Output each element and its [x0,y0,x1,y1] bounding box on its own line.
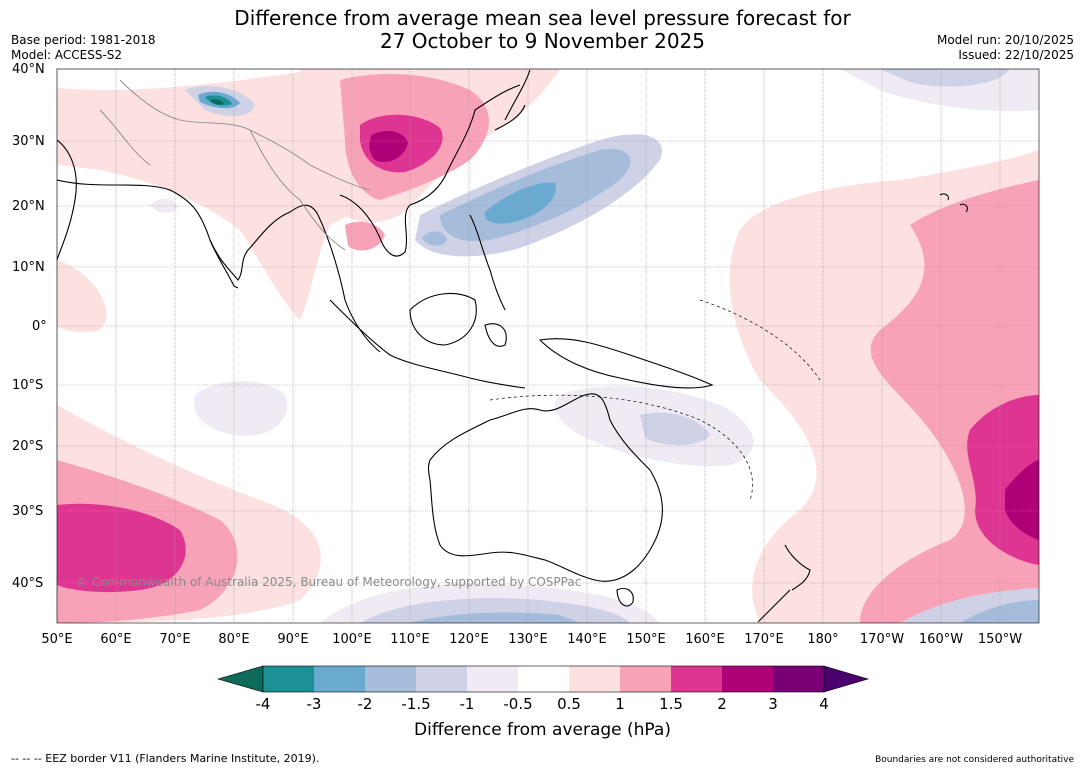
country-borders [99,79,371,251]
colorbar-tick-label: 1 [615,695,625,713]
lon-label: 70°E [159,632,191,647]
lat-label: 0° [32,319,47,334]
lat-label: 40°S [12,576,44,591]
map-frame [56,68,1040,624]
colorbar-swatch [620,666,671,692]
anomaly-shading [57,69,1039,623]
map-title-line1: Difference from average mean sea level p… [234,6,851,30]
lon-label: 170°E [744,632,784,647]
lon-label: 90°E [277,632,309,647]
meta-right: Model run: 20/10/2025 Issued: 22/10/2025 [937,33,1074,63]
boundary-disclaimer: Boundaries are not considered authoritat… [875,755,1074,765]
colorbar-tick-label: -1.5 [401,695,431,713]
lat-label: 30°N [12,134,45,149]
colorbar-swatch [518,666,569,692]
colorbar-swatch [314,666,365,692]
colorbar [216,665,870,693]
colorbar-tick-label: -0.5 [503,695,533,713]
colorbar-swatch [416,666,467,692]
lon-label: 60°E [100,632,132,647]
colorbar-tick-label: 1.5 [659,695,683,713]
lon-label: 150°E [626,632,666,647]
colorbar-tick-label: 2 [717,695,727,713]
colorbar-swatch [722,666,773,692]
lat-label: 10°S [12,378,44,393]
lon-label: 160°W [918,632,964,647]
colorbar-tick-label: -3 [306,695,322,713]
colorbar-title: Difference from average (hPa) [414,720,671,740]
colorbar-swatch [263,666,314,692]
lon-label: 110°E [390,632,430,647]
meta-left: Base period: 1981-2018 Model: ACCESS-S2 [11,33,156,63]
colorbar-tick-label: -2 [357,695,373,713]
base-period: Base period: 1981-2018 [11,33,156,47]
coastlines [57,69,968,623]
colorbar-swatch [365,666,416,692]
lon-label: 140°E [567,632,607,647]
lat-label: 20°N [12,199,45,214]
lon-label: 80°E [218,632,250,647]
colorbar-tick-label: 0.5 [557,695,581,713]
colorbar-tick-label: -1 [459,695,475,713]
issued-date: Issued: 22/10/2025 [958,48,1074,62]
eez-borders [489,299,821,501]
lon-label: 150°W [977,632,1023,647]
colorbar-swatch [467,666,518,692]
lat-label: 10°N [12,260,45,275]
lon-label: 170°W [859,632,905,647]
eez-legend: -- -- -- EEZ border V11 (Flanders Marine… [11,752,320,765]
copyright-notice: © Commonwealth of Australia 2025, Bureau… [76,575,582,589]
colorbar-swatch [671,666,722,692]
colorbar-tick-label: 4 [819,695,829,713]
lon-label: 160°E [685,632,725,647]
colorbar-swatch [569,666,620,692]
lon-label: 120°E [449,632,489,647]
lon-label: 50°E [41,632,73,647]
colorbar-extend-min [216,665,264,693]
model-run: Model run: 20/10/2025 [936,33,1074,47]
lat-label: 30°S [12,504,44,519]
lon-label: 180° [807,632,839,647]
colorbar-tick-label: -4 [255,695,271,713]
colorbar-tick-label: 3 [768,695,778,713]
lat-label: 40°N [12,62,45,77]
lon-label: 130°E [508,632,548,647]
model-name: Model: ACCESS-S2 [11,48,123,62]
lon-label: 100°E [332,632,372,647]
colorbar-swatch [773,666,824,692]
colorbar-extend-max [823,665,870,693]
lat-label: 20°S [12,439,44,454]
colorbar-frame [262,665,825,693]
map-title-line2: 27 October to 9 November 2025 [379,29,706,53]
